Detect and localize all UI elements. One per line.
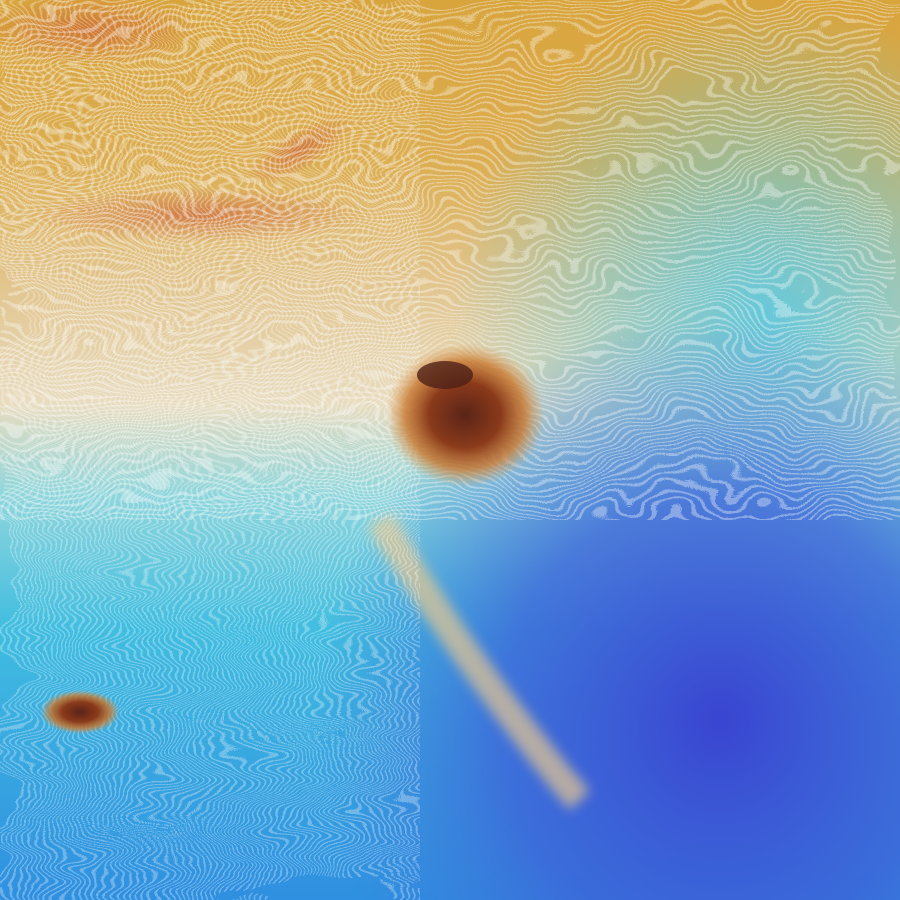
cloud-core — [417, 361, 473, 389]
molecular-cloud — [385, 343, 545, 487]
small-cloud — [40, 690, 120, 734]
